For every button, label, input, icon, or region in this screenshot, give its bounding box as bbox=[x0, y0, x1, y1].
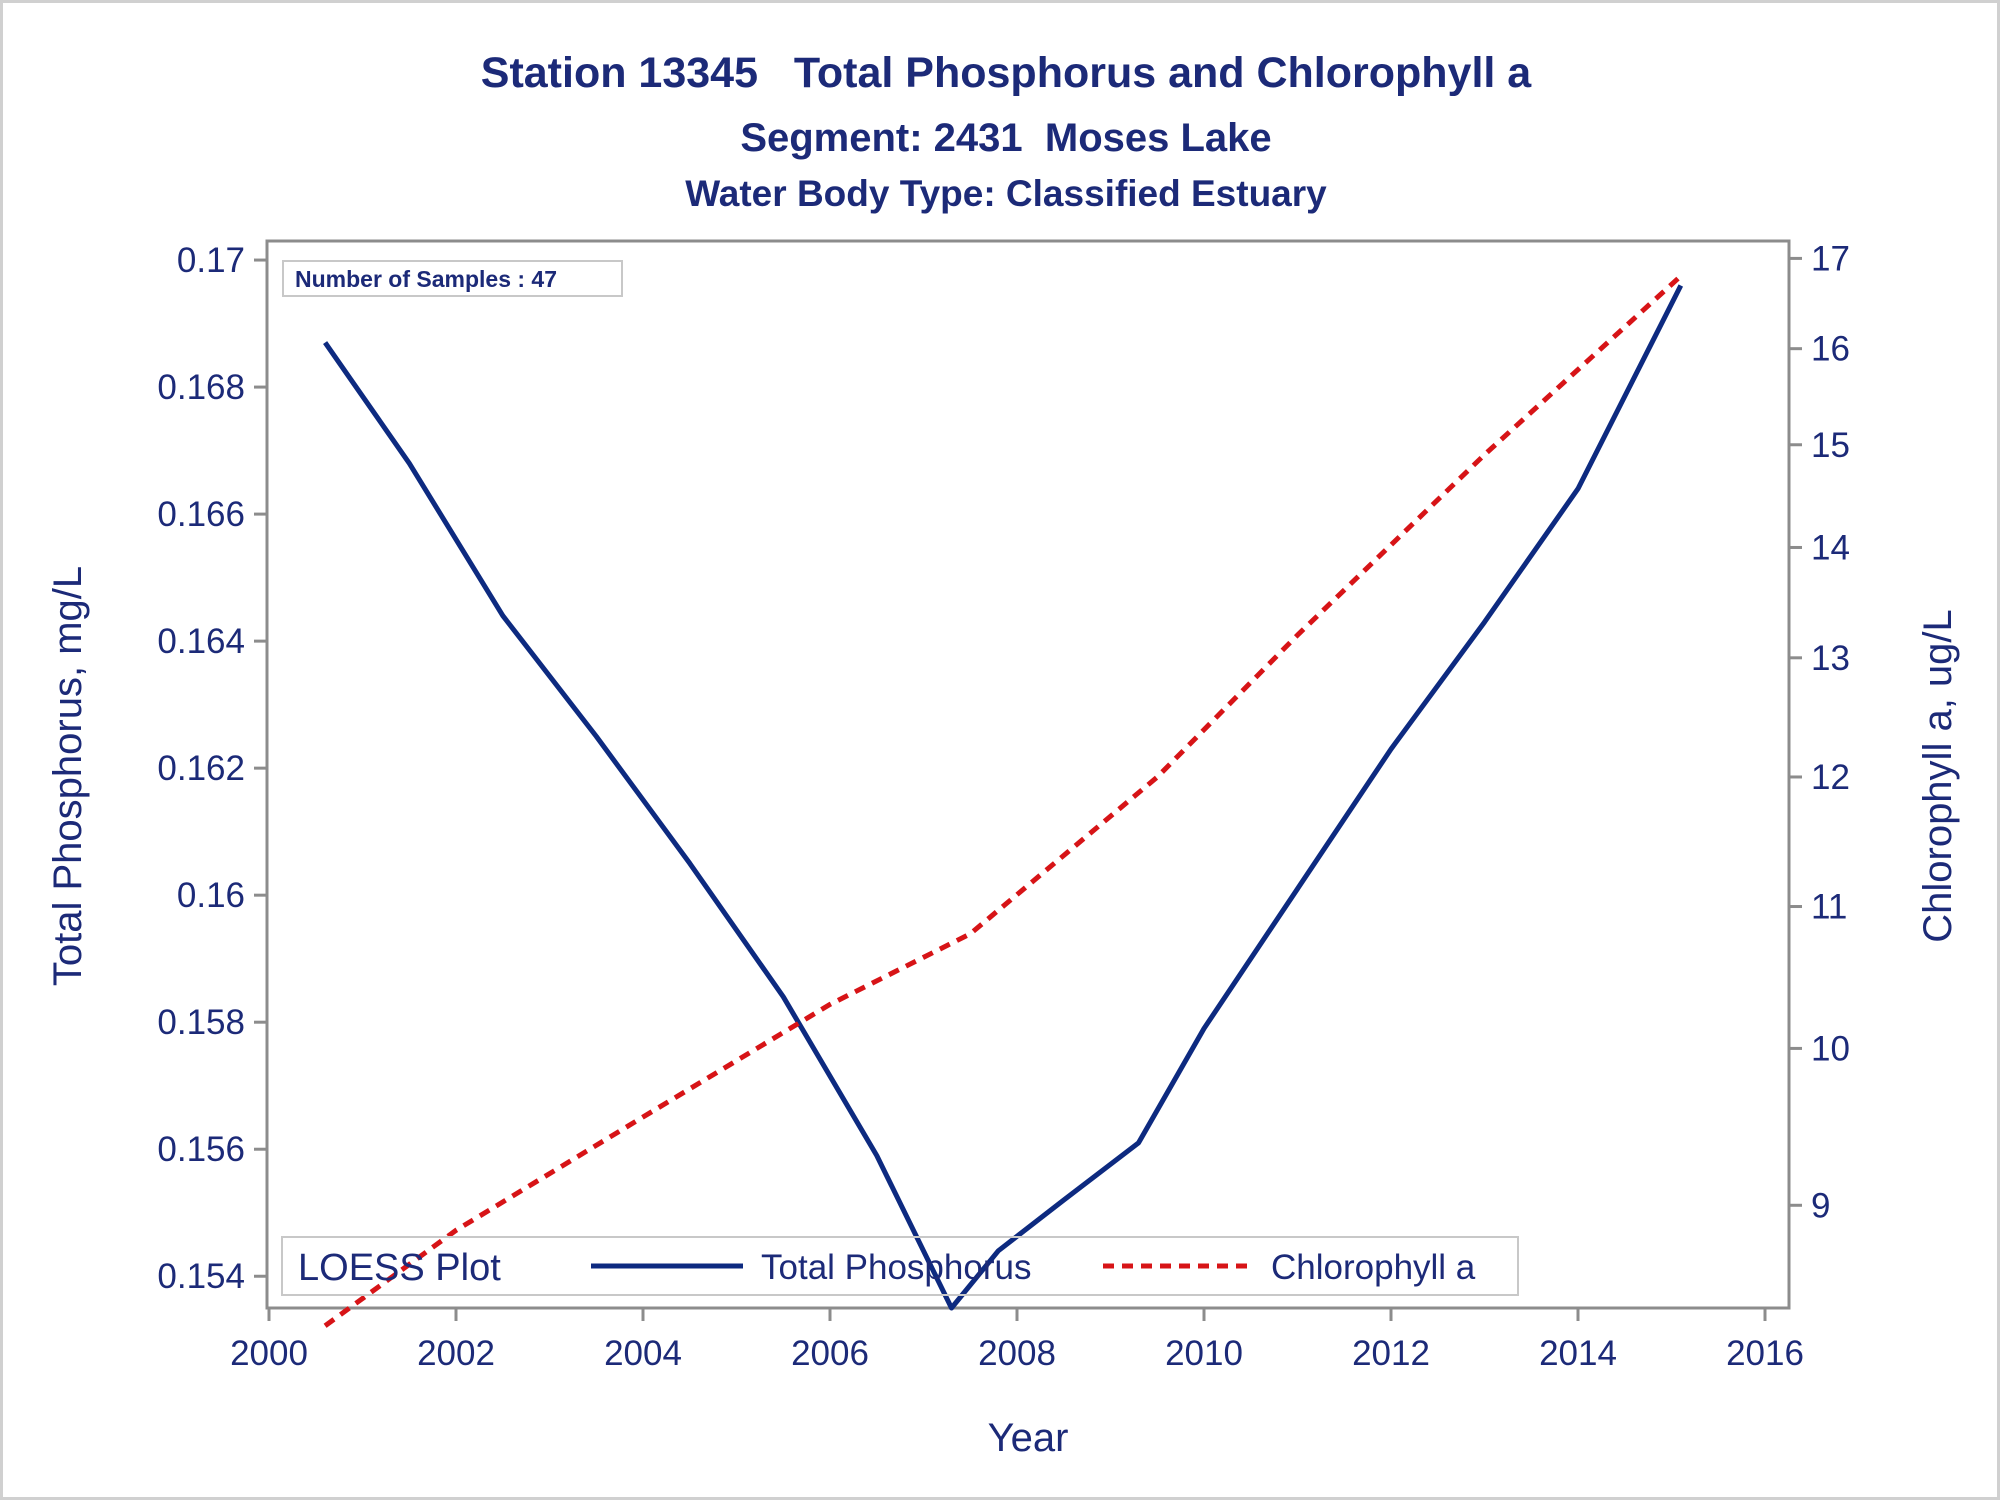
y-left-tick-label: 0.17 bbox=[177, 241, 245, 280]
y-left-tick-label: 0.16 bbox=[177, 876, 245, 915]
x-axis: 2000 2002 2004 2006 2008 2010 2012 2014 2016 bbox=[230, 1308, 1804, 1373]
y-right-tick-label: 10 bbox=[1811, 1029, 1850, 1068]
series-line-total-phosphorus bbox=[323, 284, 1684, 1311]
x-tick-label: 2000 bbox=[230, 1334, 308, 1373]
y-left-tick-label: 0.168 bbox=[157, 368, 245, 407]
legend-label-chlorophyll: Chlorophyll a bbox=[1271, 1248, 1476, 1287]
y-left-tick-label: 0.166 bbox=[157, 495, 245, 534]
chart-subtitle: Segment: 2431 Moses Lake bbox=[740, 116, 1271, 160]
y-axis-right-label: Chlorophyll a, ug/L bbox=[1916, 609, 1960, 943]
y-left-tick-label: 0.156 bbox=[157, 1130, 245, 1169]
x-tick-label: 2014 bbox=[1539, 1334, 1617, 1373]
x-tick-label: 2004 bbox=[604, 1334, 682, 1373]
y-right-tick-label: 17 bbox=[1811, 239, 1850, 278]
y-left-tick-label: 0.158 bbox=[157, 1003, 245, 1042]
x-axis-label: Year bbox=[988, 1416, 1069, 1460]
y-right-tick-label: 9 bbox=[1811, 1186, 1830, 1225]
y-axis-left-label: Total Phosphorus, mg/L bbox=[46, 566, 90, 986]
y-axis-right: 9 10 11 12 13 14 15 16 17 bbox=[1789, 239, 1850, 1225]
y-left-tick-label: 0.164 bbox=[157, 622, 245, 661]
series-line-chlorophyll-a bbox=[323, 274, 1683, 1328]
y-left-tick-label: 0.154 bbox=[157, 1257, 245, 1296]
y-right-tick-label: 15 bbox=[1811, 426, 1850, 465]
y-right-tick-label: 16 bbox=[1811, 330, 1850, 369]
y-right-tick-label: 13 bbox=[1811, 639, 1850, 678]
x-tick-label: 2008 bbox=[978, 1334, 1056, 1373]
samples-inset: Number of Samples : 47 bbox=[282, 260, 623, 297]
x-tick-label: 2010 bbox=[1165, 1334, 1243, 1373]
samples-inset-text: Number of Samples : 47 bbox=[295, 266, 557, 292]
series-layer bbox=[323, 274, 1684, 1328]
chart: Station 13345 Total Phosphorus and Chlor… bbox=[46, 49, 1960, 1460]
y-right-tick-label: 11 bbox=[1811, 888, 1847, 927]
x-tick-label: 2016 bbox=[1726, 1334, 1804, 1373]
y-left-tick-label: 0.162 bbox=[157, 749, 245, 788]
legend: LOESS Plot Total Phosphorus Chlorophyll … bbox=[281, 1236, 1519, 1296]
y-right-tick-label: 14 bbox=[1811, 528, 1850, 567]
x-tick-label: 2002 bbox=[417, 1334, 495, 1373]
legend-box bbox=[281, 1236, 1519, 1296]
x-tick-label: 2006 bbox=[791, 1334, 869, 1373]
y-axis-left: 0.154 0.156 0.158 0.16 0.162 0.164 0.166 0.168 0… bbox=[157, 241, 267, 1296]
legend-title: LOESS Plot bbox=[298, 1247, 501, 1289]
samples-inset-box bbox=[282, 260, 623, 297]
chart-title: Station 13345 Total Phosphorus and Chlor… bbox=[481, 49, 1533, 97]
chart-subtitle-2: Water Body Type: Classified Estuary bbox=[685, 173, 1327, 214]
y-right-tick-label: 12 bbox=[1811, 758, 1850, 797]
x-tick-label: 2012 bbox=[1352, 1334, 1430, 1373]
plot-area bbox=[265, 239, 1791, 1310]
legend-label-phosphorus: Total Phosphorus bbox=[761, 1248, 1031, 1287]
